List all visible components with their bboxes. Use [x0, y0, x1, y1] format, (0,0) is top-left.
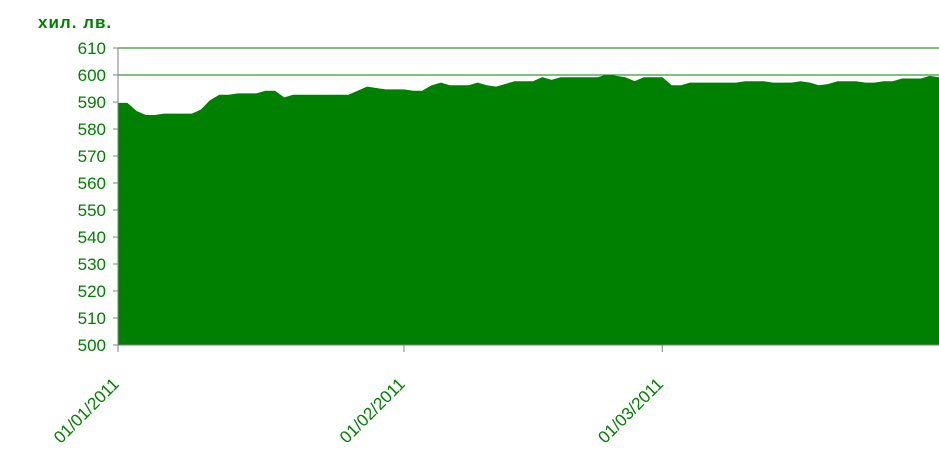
- area-layer: [117, 74, 939, 346]
- y-tick-label-500: 500: [78, 336, 106, 355]
- x-tick-labels: 01/01/2011 01/02/2011 01/03/2011: [50, 345, 667, 447]
- y-tick-labels: 500 510 520 530 540 550 560 570 580 590 600 610: [78, 39, 118, 355]
- y-tick-label-530: 530: [78, 255, 106, 274]
- y-axis-unit-label: хил. лв.: [38, 13, 112, 32]
- y-tick-label-600: 600: [78, 66, 106, 85]
- y-tick-label-550: 550: [78, 201, 106, 220]
- y-tick-label-610: 610: [78, 39, 106, 58]
- area-series: [117, 74, 939, 346]
- y-tick-label-520: 520: [78, 282, 106, 301]
- x-tick-label-0: 01/01/2011: [50, 374, 123, 447]
- grid-lines: [118, 47, 939, 76]
- y-tick-label-560: 560: [78, 174, 106, 193]
- y-tick-label-510: 510: [78, 309, 106, 328]
- y-tick-label-540: 540: [78, 228, 106, 247]
- x-tick-label-1: 01/02/2011: [336, 374, 409, 447]
- y-tick-label-590: 590: [78, 93, 106, 112]
- y-tick-label-570: 570: [78, 147, 106, 166]
- y-tick-label-580: 580: [78, 120, 106, 139]
- axes: [117, 48, 939, 351]
- x-tick-label-2: 01/03/2011: [594, 374, 667, 447]
